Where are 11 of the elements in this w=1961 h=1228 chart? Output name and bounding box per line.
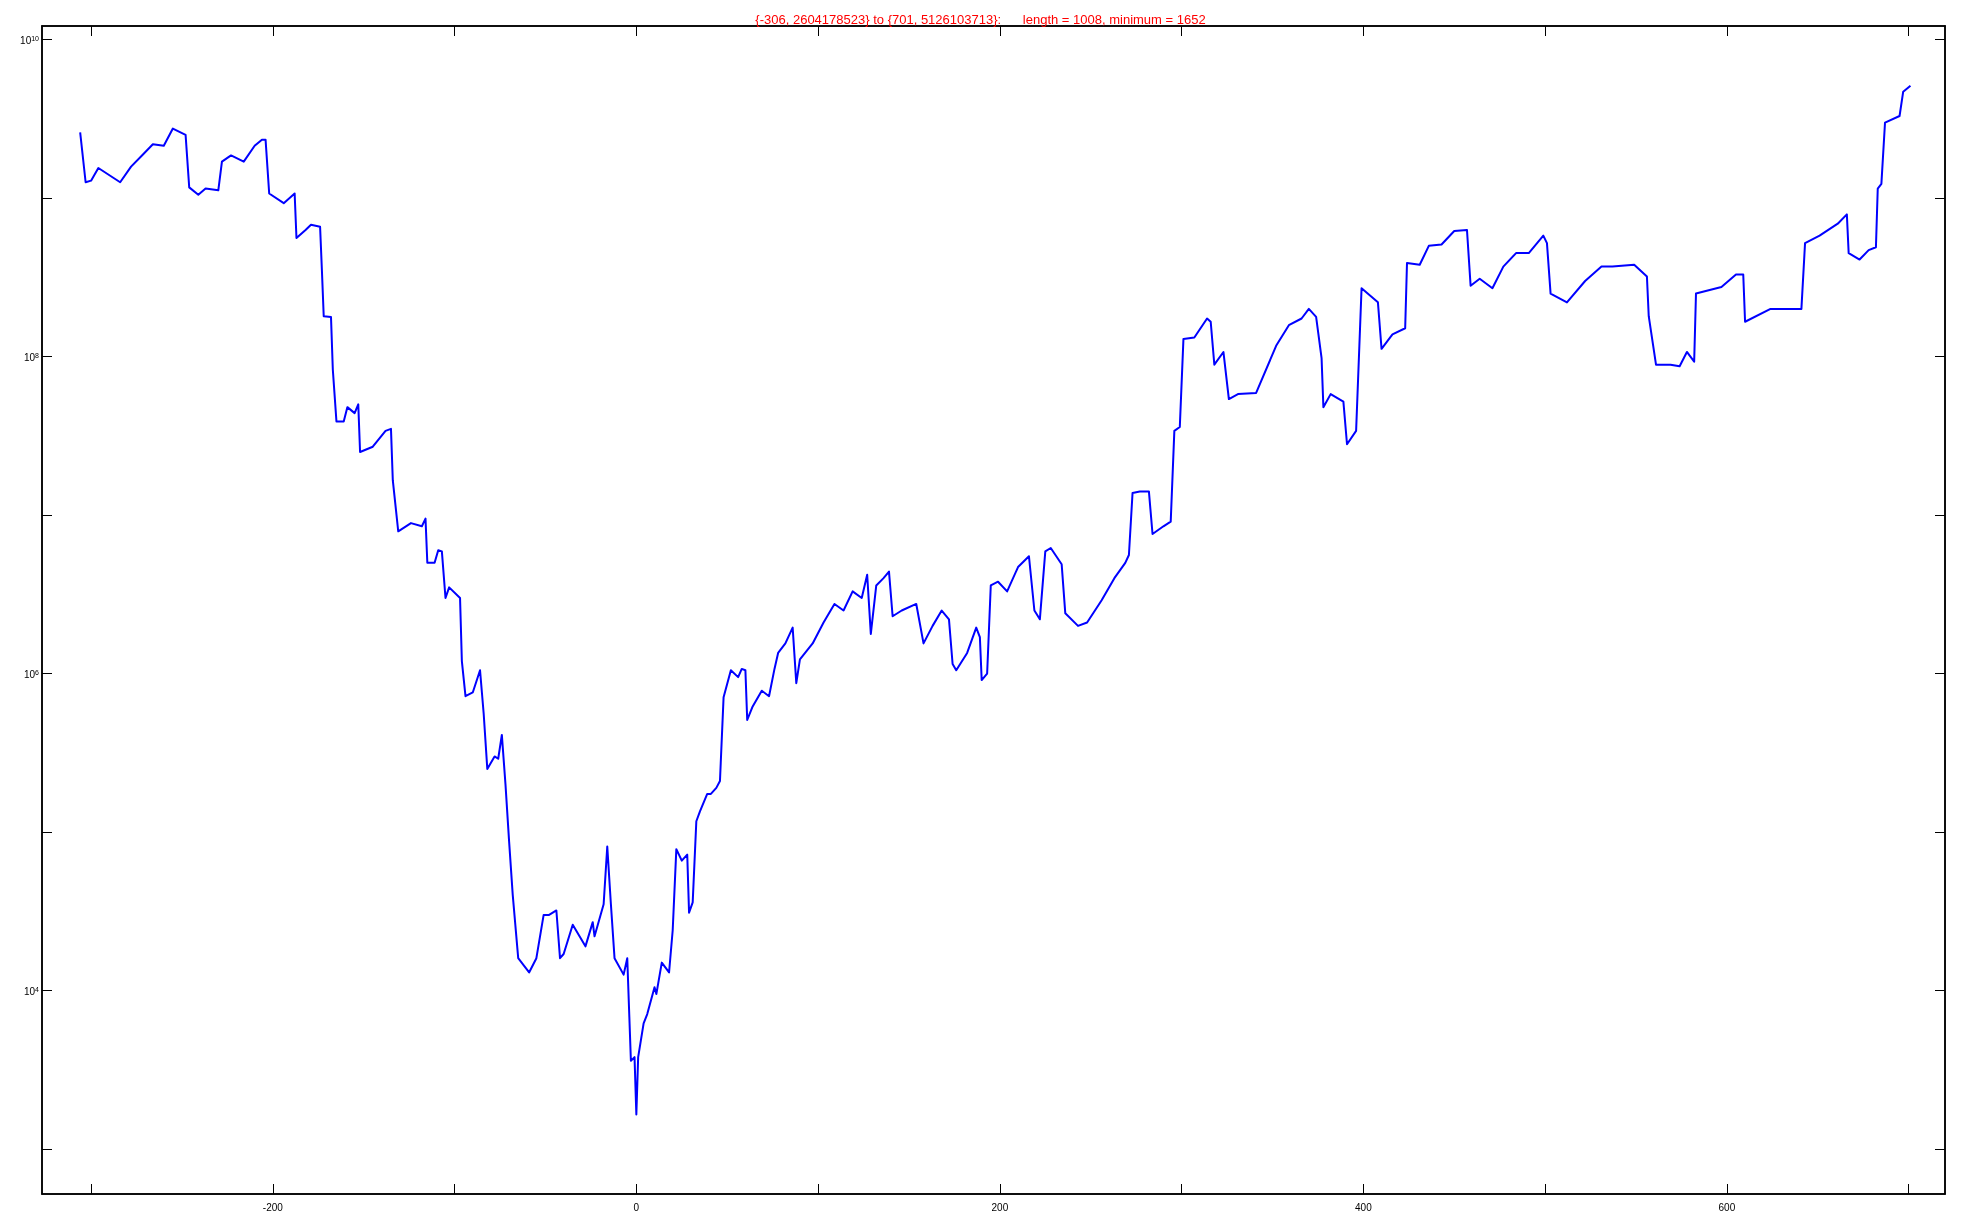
y-tick-label: 10$^{10}$ <box>20 34 40 46</box>
y-tick-label: 10$^{8}$ <box>23 351 40 363</box>
x-tick-label: 0 <box>633 1201 640 1213</box>
chart-title: {-306, 2604178523} to {701, 5126103713}: length = 1008, minimum = 1652 <box>755 12 1206 27</box>
x-tick-label: 600 <box>1718 1201 1736 1213</box>
line-series <box>79 84 1912 1116</box>
x-tick-label: 200 <box>991 1201 1009 1213</box>
y-tick-label: 10$^{6}$ <box>23 668 40 680</box>
x-tick-label: -200 <box>262 1201 284 1213</box>
y-tick-label: 10$^{4}$ <box>23 985 40 997</box>
x-tick-label: 400 <box>1355 1201 1373 1213</box>
